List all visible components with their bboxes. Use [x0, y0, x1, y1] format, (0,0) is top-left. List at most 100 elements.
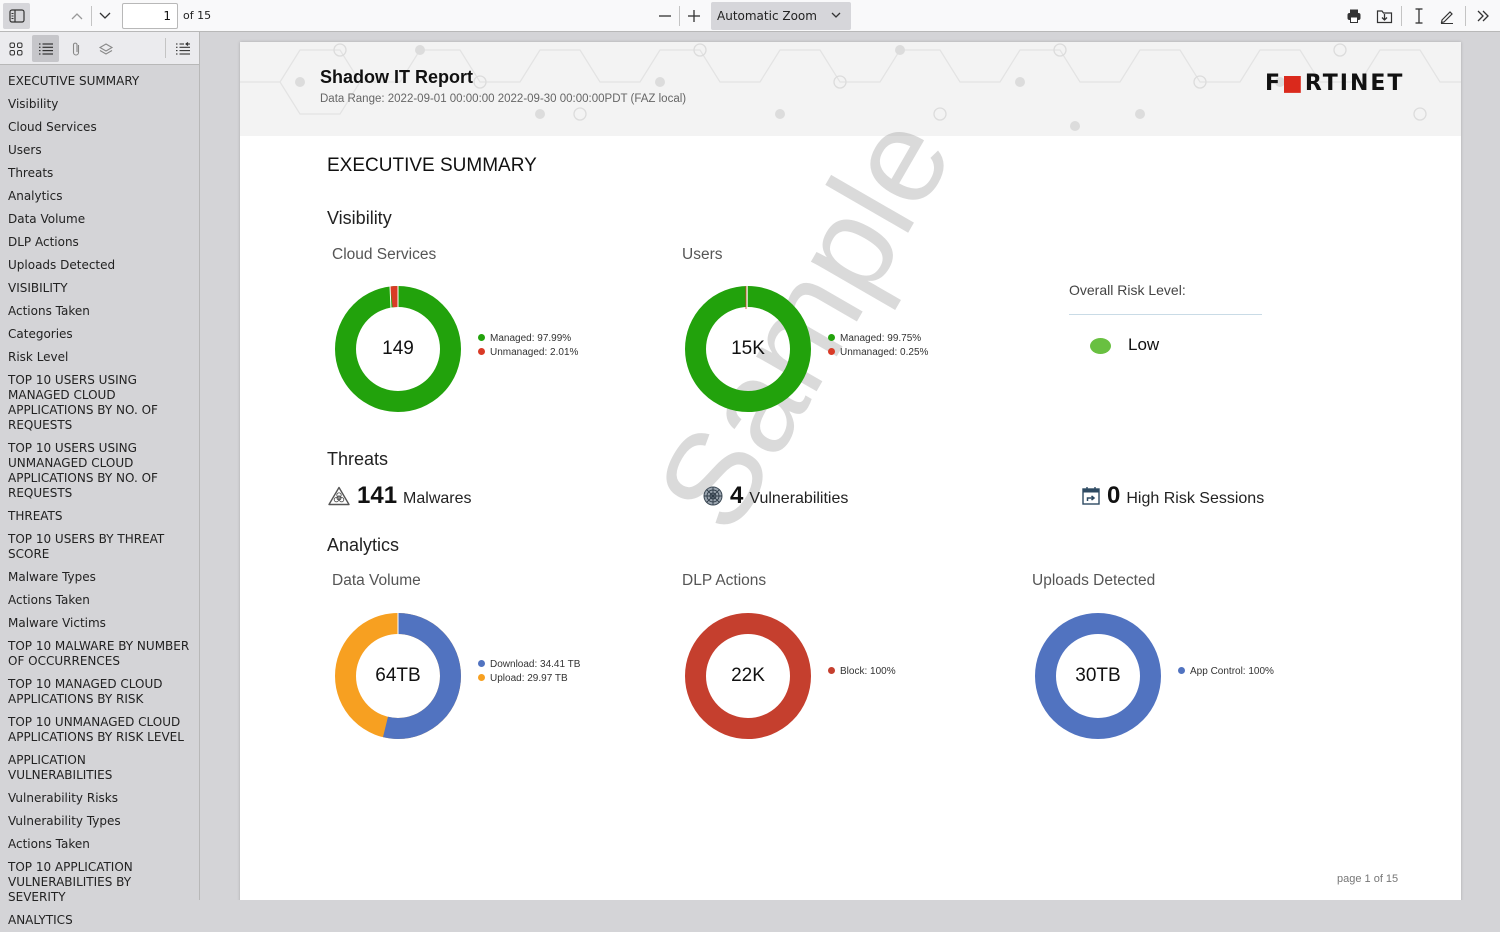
outline-item[interactable]: TOP 10 MALWARE BY NUMBER OF OCCURRENCES: [8, 639, 190, 668]
outline-item[interactable]: Categories: [8, 327, 73, 341]
report-title: Shadow IT Report: [320, 67, 473, 87]
outline-item[interactable]: Actions Taken: [8, 837, 90, 851]
logo-text: F: [1265, 71, 1283, 96]
report-data-range: Data Range: 2022-09-01 00:00:00 2022-09-…: [320, 93, 687, 105]
chevron-down-icon: [99, 12, 111, 19]
thumbnails-view-button[interactable]: [2, 35, 29, 62]
zoom-select[interactable]: Automatic Zoom: [711, 2, 851, 30]
previous-page-button[interactable]: [66, 3, 88, 29]
logo-red-mark: ■: [1282, 71, 1305, 96]
blue-dot-icon: [1178, 667, 1185, 674]
zoom-select-value: Automatic Zoom: [717, 9, 817, 23]
pencil-icon: [1440, 11, 1453, 24]
legend-item-unmanaged: Unmanaged: 2.01%: [478, 346, 578, 360]
outline-find-icon: [175, 41, 190, 55]
layers-icon: [98, 42, 113, 55]
outline-view-button[interactable]: [32, 35, 59, 62]
outline-item[interactable]: Risk Level: [8, 350, 69, 364]
attachments-view-button[interactable]: [62, 35, 89, 62]
layers-view-button[interactable]: [92, 35, 119, 62]
biohazard-icon: [328, 486, 350, 506]
list-icon: [38, 42, 53, 55]
current-outline-item-button[interactable]: [169, 35, 196, 62]
calendar-arrow-icon: [1082, 486, 1100, 506]
red-dot-icon: [828, 348, 835, 355]
next-page-button[interactable]: [94, 3, 116, 29]
outline-item[interactable]: THREATS: [8, 509, 63, 523]
outline-item[interactable]: Malware Victims: [8, 616, 106, 630]
outline-item[interactable]: VISIBILITY: [8, 281, 68, 295]
malwares-count: 141: [357, 482, 398, 509]
download-icon: [1376, 10, 1392, 24]
data-volume-title: Data Volume: [332, 572, 421, 589]
cloud-services-total: 149: [382, 338, 414, 359]
donut-svg: [335, 285, 461, 412]
vulnerabilities-count: 4: [730, 482, 744, 509]
outline-item[interactable]: Vulnerability Types: [8, 814, 121, 828]
orange-dot-icon: [478, 674, 485, 681]
page-footer: page 1 of 15: [1337, 873, 1399, 885]
high-risk-sessions-count: 0: [1107, 482, 1121, 509]
legend-item-managed: Managed: 97.99%: [478, 332, 578, 346]
text-select-tool-button[interactable]: [1408, 3, 1430, 29]
outline-item[interactable]: TOP 10 UNMANAGED CLOUD APPLICATIONS BY R…: [8, 715, 184, 744]
risk-divider: [1069, 314, 1262, 315]
legend-item-app-control: App Control: 100%: [1178, 665, 1274, 679]
hexagon-pattern-background: [240, 43, 1461, 131]
outline-item[interactable]: ANALYTICS: [8, 913, 73, 927]
outline-item[interactable]: TOP 10 MANAGED CLOUD APPLICATIONS BY RIS…: [8, 677, 163, 706]
donut-svg: [685, 613, 811, 739]
green-dot-icon: [828, 334, 835, 341]
outline-item[interactable]: TOP 10 USERS BY THREAT SCORE: [8, 532, 165, 561]
draw-tool-button[interactable]: [1436, 3, 1458, 29]
outline-item[interactable]: TOP 10 APPLICATION VULNERABILITIES BY SE…: [8, 860, 133, 904]
red-dot-icon: [478, 348, 485, 355]
legend-item-block: Block: 100%: [828, 665, 896, 679]
outline-item[interactable]: Visibility: [8, 97, 59, 111]
page-number-input[interactable]: [122, 3, 178, 29]
printer-icon: [1347, 9, 1361, 23]
toolbar-divider: [679, 6, 680, 26]
outline-item[interactable]: DLP Actions: [8, 235, 79, 249]
data-volume-total: 64TB: [375, 665, 421, 686]
users-total: 15K: [731, 338, 765, 359]
overall-risk-value: Low: [1128, 335, 1160, 354]
legend-item-download: Download: 34.41 TB: [478, 658, 580, 672]
sidebar-toggle-button[interactable]: [3, 3, 30, 29]
document-viewer[interactable]: Shadow IT Report Data Range: 2022-09-01 …: [200, 32, 1500, 900]
outline-item[interactable]: Actions Taken: [8, 593, 90, 607]
sidebar-tools-divider: [165, 38, 166, 58]
outline-item[interactable]: APPLICATION VULNERABILITIES: [8, 753, 113, 782]
print-button[interactable]: [1343, 3, 1365, 29]
outline-item[interactable]: TOP 10 USERS USING MANAGED CLOUD APPLICA…: [8, 373, 158, 432]
pdf-toolbar: of 15 Automatic Zoom: [0, 0, 1500, 32]
red-dot-icon: [828, 667, 835, 674]
outline-item[interactable]: Vulnerability Risks: [8, 791, 118, 805]
outline-item[interactable]: Users: [8, 143, 42, 157]
zoom-in-button[interactable]: [684, 3, 704, 29]
malwares-label: Malwares: [403, 490, 472, 507]
outline-item[interactable]: Uploads Detected: [8, 258, 116, 272]
save-button[interactable]: [1373, 3, 1395, 29]
outline-item[interactable]: Actions Taken: [8, 304, 90, 318]
cloud-services-title: Cloud Services: [332, 246, 437, 263]
uploads-detected-title: Uploads Detected: [1032, 572, 1156, 589]
sidebar: EXECUTIVE SUMMARY Visibility Cloud Servi…: [0, 32, 200, 927]
cloud-services-donut-chart: 149: [334, 285, 462, 413]
donut-svg: [1035, 613, 1161, 739]
outline-item[interactable]: Analytics: [8, 189, 63, 203]
outline-item[interactable]: Data Volume: [8, 212, 86, 226]
toolbar-divider: [91, 6, 92, 26]
outline-item[interactable]: EXECUTIVE SUMMARY: [8, 74, 140, 88]
outline-item[interactable]: Threats: [8, 166, 54, 180]
users-donut-chart: 15K: [684, 285, 812, 413]
outline-item[interactable]: Cloud Services: [8, 120, 97, 134]
tools-menu-button[interactable]: [1472, 3, 1494, 29]
outline-item[interactable]: Malware Types: [8, 570, 96, 584]
outline-item[interactable]: TOP 10 USERS USING UNMANAGED CLOUD APPLI…: [8, 441, 158, 500]
cloud-services-legend: Managed: 97.99% Unmanaged: 2.01%: [478, 332, 578, 360]
chevron-down-icon: [831, 12, 841, 18]
document-outline: EXECUTIVE SUMMARY Visibility Cloud Servi…: [0, 65, 199, 932]
visibility-heading: Visibility: [327, 208, 392, 228]
zoom-out-button[interactable]: [655, 3, 675, 29]
